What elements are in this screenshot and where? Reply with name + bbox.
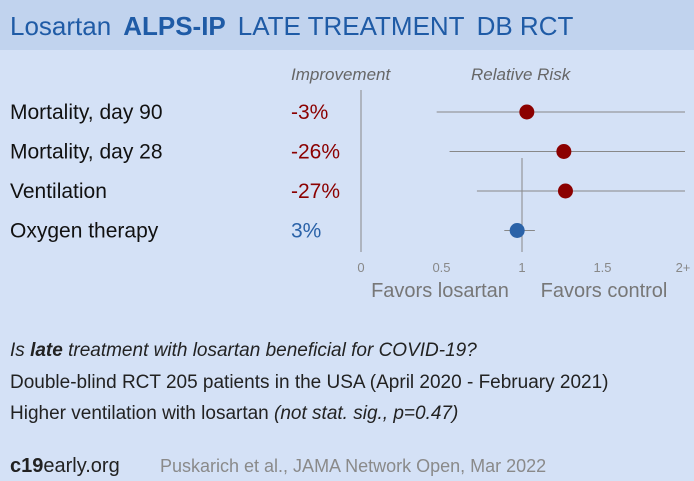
site-rest: early.org bbox=[43, 455, 119, 477]
row-label: Oxygen therapy bbox=[10, 220, 159, 243]
improvement-label: -3% bbox=[291, 101, 328, 124]
x-tick-label: 1.5 bbox=[593, 260, 611, 275]
x-tick-label: 0 bbox=[357, 260, 364, 275]
column-header: Relative Risk bbox=[471, 65, 572, 84]
emphasis: late bbox=[30, 340, 63, 361]
row-label: Mortality, day 90 bbox=[10, 101, 163, 124]
point-estimate bbox=[510, 223, 525, 238]
x-tick-label: 2+ bbox=[676, 260, 691, 275]
note: (not stat. sig., p=0.47) bbox=[274, 403, 458, 424]
stage: LATE TREATMENT bbox=[238, 11, 465, 41]
x-tick-label: 1 bbox=[518, 260, 525, 275]
row-label: Ventilation bbox=[10, 180, 107, 203]
point-estimate bbox=[556, 144, 571, 159]
site-bold: c19 bbox=[10, 455, 43, 477]
favors-label: Favors control bbox=[541, 280, 668, 302]
column-header: Improvement bbox=[291, 65, 391, 84]
improvement-label: -26% bbox=[291, 141, 340, 164]
summary-line: Higher ventilation with losartan (not st… bbox=[10, 403, 458, 424]
design: DB RCT bbox=[477, 11, 574, 41]
row-label: Mortality, day 28 bbox=[10, 141, 163, 164]
infographic: Losartan ALPS-IP LATE TREATMENT DB RCT Impr… bbox=[0, 0, 694, 481]
improvement-label: -27% bbox=[291, 180, 340, 203]
drug: Losartan bbox=[10, 11, 111, 41]
x-tick-label: 0.5 bbox=[432, 260, 450, 275]
header: Losartan ALPS-IP LATE TREATMENT DB RCT bbox=[10, 11, 573, 41]
summary-line: Double-blind RCT 205 patients in the USA… bbox=[10, 372, 608, 393]
site: c19early.org bbox=[10, 455, 120, 477]
citation: Puskarich et al., JAMA Network Open, Mar… bbox=[160, 456, 546, 476]
favors-label: Favors losartan bbox=[371, 280, 509, 302]
point-estimate bbox=[558, 184, 573, 199]
point-estimate bbox=[519, 105, 534, 120]
text: Higher ventilation with losartan bbox=[10, 403, 274, 424]
text: Is bbox=[10, 340, 30, 361]
summary-line: Is late treatment with losartan benefici… bbox=[10, 340, 477, 361]
improvement-label: 3% bbox=[291, 220, 321, 243]
text: treatment with losartan beneficial for C… bbox=[63, 340, 477, 361]
trial: ALPS-IP bbox=[123, 11, 226, 41]
